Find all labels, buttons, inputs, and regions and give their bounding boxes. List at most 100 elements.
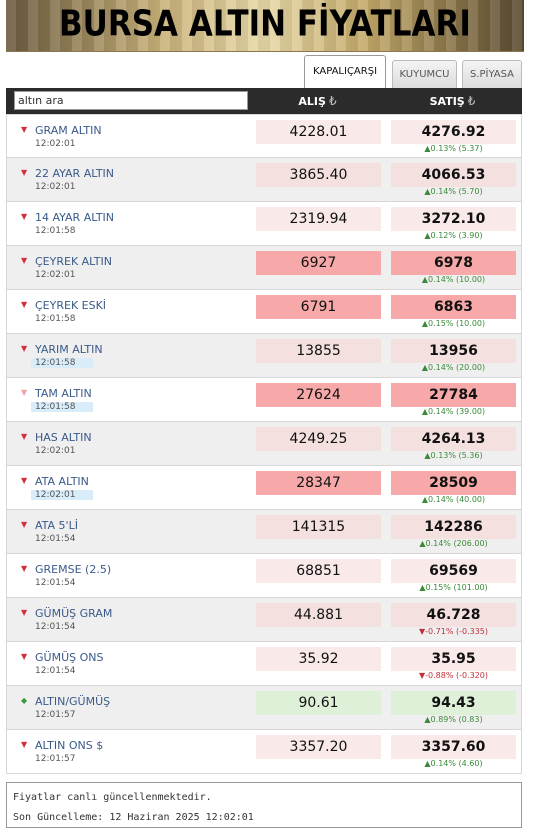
table-row[interactable]: ▼ YARIM ALTIN 12:01:58 13855 13956 ▲0.14% (20… bbox=[6, 334, 522, 378]
buy-price: 2319.94 bbox=[256, 207, 381, 231]
sell-price: 142286 bbox=[391, 515, 516, 539]
buy-price: 90.61 bbox=[256, 691, 381, 715]
buy-price: 28347 bbox=[256, 471, 381, 495]
banner: BURSA ALTIN FİYATLARI bbox=[6, 0, 524, 52]
table-header: ALIŞ ₺ SATIŞ₺ bbox=[6, 88, 522, 114]
trend-down-icon: ▼ bbox=[21, 256, 28, 265]
sell-price: 4066.53 bbox=[391, 163, 516, 187]
row-name[interactable]: ALTIN/GÜMÜŞ bbox=[35, 695, 111, 708]
table-row[interactable]: ▼ ATA 5'Lİ 12:01:54 141315 142286 ▲0.14% (206… bbox=[6, 510, 522, 554]
sell-price: 27784 bbox=[391, 383, 516, 407]
trend-down-icon: ▼ bbox=[21, 168, 28, 177]
sell-price: 46.728 bbox=[391, 603, 516, 627]
trend-up-icon: ◆ bbox=[21, 696, 28, 705]
buy-price: 13855 bbox=[256, 339, 381, 363]
trend-down-icon: ▼ bbox=[21, 344, 28, 353]
table-row[interactable]: ▼ GRAM ALTIN 12:02:01 4228.01 4276.92 ▲0.13% … bbox=[6, 114, 522, 158]
price-change: ▲0.14% (206.00) bbox=[419, 539, 488, 548]
row-name[interactable]: ÇEYREK ALTIN bbox=[35, 255, 112, 268]
buy-price: 44.881 bbox=[256, 603, 381, 627]
buy-price: 68851 bbox=[256, 559, 381, 583]
sell-price: 3357.60 bbox=[391, 735, 516, 759]
table-row[interactable]: ▼ 22 AYAR ALTIN 12:02:01 3865.40 4066.53 ▲0.1… bbox=[6, 158, 522, 202]
lira-icon: ₺ bbox=[467, 94, 476, 108]
row-name[interactable]: GÜMÜŞ GRAM bbox=[35, 607, 113, 620]
sell-price: 6978 bbox=[391, 251, 516, 275]
table-row[interactable]: ▼ GÜMÜŞ GRAM 12:01:54 44.881 46.728 ▼-0.71% (… bbox=[6, 598, 522, 642]
price-change: ▲0.15% (101.00) bbox=[419, 583, 488, 592]
sell-column-header: SATIŞ ₺ bbox=[390, 88, 515, 114]
row-name[interactable]: 14 AYAR ALTIN bbox=[35, 211, 115, 224]
row-name[interactable]: TAM ALTIN bbox=[35, 387, 92, 400]
buy-price: 35.92 bbox=[256, 647, 381, 671]
table-row[interactable]: ▼ GREMSE (2.5) 12:01:54 68851 69569 ▲0.15% (1… bbox=[6, 554, 522, 598]
row-name[interactable]: GÜMÜŞ ONS bbox=[35, 651, 104, 664]
tab-kapalicarsi[interactable]: KAPALIÇARŞI bbox=[304, 55, 386, 88]
row-time: 12:01:58 bbox=[31, 358, 93, 368]
price-change: ▲0.14% (39.00) bbox=[421, 407, 486, 416]
trend-down-icon: ▼ bbox=[21, 564, 28, 573]
price-table: ▼ GRAM ALTIN 12:02:01 4228.01 4276.92 ▲0.13% … bbox=[6, 114, 522, 774]
row-time: 12:01:58 bbox=[31, 402, 93, 412]
row-name[interactable]: ATA ALTIN bbox=[35, 475, 89, 488]
table-row[interactable]: ▼ GÜMÜŞ ONS 12:01:54 35.92 35.95 ▼-0.88% (-0.… bbox=[6, 642, 522, 686]
row-name[interactable]: ATA 5'Lİ bbox=[35, 519, 78, 532]
buy-header-label: ALIŞ bbox=[298, 95, 326, 108]
row-name[interactable]: ALTIN ONS $ bbox=[35, 739, 104, 752]
trend-down-icon: ▼ bbox=[21, 125, 28, 134]
price-change: ▼-0.71% (-0.335) bbox=[418, 627, 489, 636]
sell-price: 6863 bbox=[391, 295, 516, 319]
trend-down-icon: ▼ bbox=[21, 388, 28, 397]
page-title: BURSA ALTIN FİYATLARI bbox=[59, 3, 471, 45]
price-change: ▲0.14% (10.00) bbox=[421, 275, 486, 284]
row-time: 12:02:01 bbox=[35, 446, 76, 456]
search-input[interactable] bbox=[14, 91, 248, 110]
trend-down-icon: ▼ bbox=[21, 476, 28, 485]
buy-price: 141315 bbox=[256, 515, 381, 539]
row-name[interactable]: GRAM ALTIN bbox=[35, 124, 102, 137]
row-name[interactable]: YARIM ALTIN bbox=[35, 343, 103, 356]
row-time: 12:02:01 bbox=[35, 270, 76, 280]
price-change: ▲0.15% (10.00) bbox=[421, 319, 486, 328]
tab-s-piyasa[interactable]: S.PİYASA bbox=[462, 60, 522, 88]
price-change: ▲0.13% (5.37) bbox=[424, 144, 483, 153]
table-row[interactable]: ▼ HAS ALTIN 12:02:01 4249.25 4264.13 ▲0.13% (… bbox=[6, 422, 522, 466]
sell-price: 35.95 bbox=[391, 647, 516, 671]
trend-down-icon: ▼ bbox=[21, 300, 28, 309]
sell-price: 94.43 bbox=[391, 691, 516, 715]
table-row[interactable]: ▼ ATA ALTIN 12:02:01 28347 28509 ▲0.14% (40.0… bbox=[6, 466, 522, 510]
table-row[interactable]: ▼ 14 AYAR ALTIN 12:01:58 2319.94 3272.10 ▲0.1… bbox=[6, 202, 522, 246]
buy-price: 4228.01 bbox=[256, 120, 381, 144]
trend-down-icon: ▼ bbox=[21, 608, 28, 617]
row-time: 12:01:54 bbox=[35, 534, 76, 544]
row-name[interactable]: HAS ALTIN bbox=[35, 431, 92, 444]
row-time: 12:01:54 bbox=[35, 666, 76, 676]
row-time: 12:02:01 bbox=[31, 490, 93, 500]
row-name[interactable]: 22 AYAR ALTIN bbox=[35, 167, 115, 180]
table-row[interactable]: ▼ ALTIN ONS $ 12:01:57 3357.20 3357.60 ▲0.14%… bbox=[6, 730, 522, 774]
buy-price: 6791 bbox=[256, 295, 381, 319]
trend-down-icon: ▼ bbox=[21, 652, 28, 661]
row-name[interactable]: ÇEYREK ESKİ bbox=[35, 299, 107, 312]
sell-price: 69569 bbox=[391, 559, 516, 583]
table-row[interactable]: ▼ TAM ALTIN 12:01:58 27624 27784 ▲0.14% (39.0… bbox=[6, 378, 522, 422]
price-change: ▲0.13% (5.36) bbox=[424, 451, 483, 460]
row-name[interactable]: GREMSE (2.5) bbox=[35, 563, 112, 576]
trend-down-icon: ▼ bbox=[21, 520, 28, 529]
last-update-text: Son Güncelleme: 12 Haziran 2025 12:02:01 bbox=[13, 812, 254, 823]
buy-price: 3865.40 bbox=[256, 163, 381, 187]
row-time: 12:01:58 bbox=[35, 226, 76, 236]
buy-price: 3357.20 bbox=[256, 735, 381, 759]
table-row[interactable]: ▼ ÇEYREK ESKİ 12:01:58 6791 6863 ▲0.15% (10.0… bbox=[6, 290, 522, 334]
row-time: 12:02:01 bbox=[35, 139, 76, 149]
row-time: 12:01:58 bbox=[35, 314, 76, 324]
price-change: ▲0.89% (0.83) bbox=[424, 715, 483, 724]
table-row[interactable]: ◆ ALTIN/GÜMÜŞ 12:01:57 90.61 94.43 ▲0.89% (0.… bbox=[6, 686, 522, 730]
row-time: 12:02:01 bbox=[35, 182, 76, 192]
trend-down-icon: ▼ bbox=[21, 740, 28, 749]
table-row[interactable]: ▼ ÇEYREK ALTIN 12:02:01 6927 6978 ▲0.14% (10.… bbox=[6, 246, 522, 290]
buy-price: 27624 bbox=[256, 383, 381, 407]
sell-price: 28509 bbox=[391, 471, 516, 495]
tab-kuyumcu[interactable]: KUYUMCU bbox=[392, 60, 457, 88]
sell-price: 4276.92 bbox=[391, 120, 516, 144]
